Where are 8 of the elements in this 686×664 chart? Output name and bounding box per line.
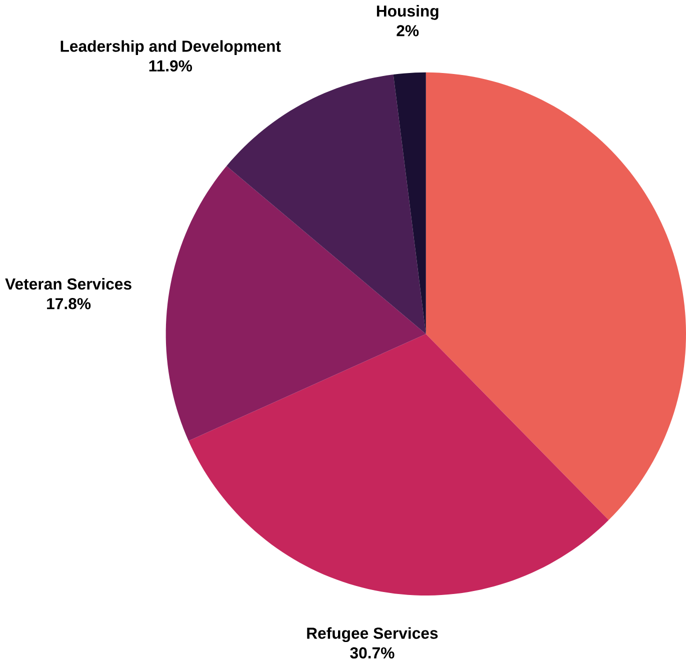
slice-label: Housing <box>376 5 438 20</box>
data-label: 17.8% <box>47 298 91 310</box>
slice-label: Refugee Services <box>307 627 438 642</box>
data-label: 11.9% <box>149 60 192 72</box>
data-label: 2% <box>396 25 419 36</box>
data-label: 30.7% <box>350 647 394 659</box>
slice-label: Veteran Services <box>5 278 132 290</box>
slice-label: Leadership and Development <box>60 40 281 56</box>
